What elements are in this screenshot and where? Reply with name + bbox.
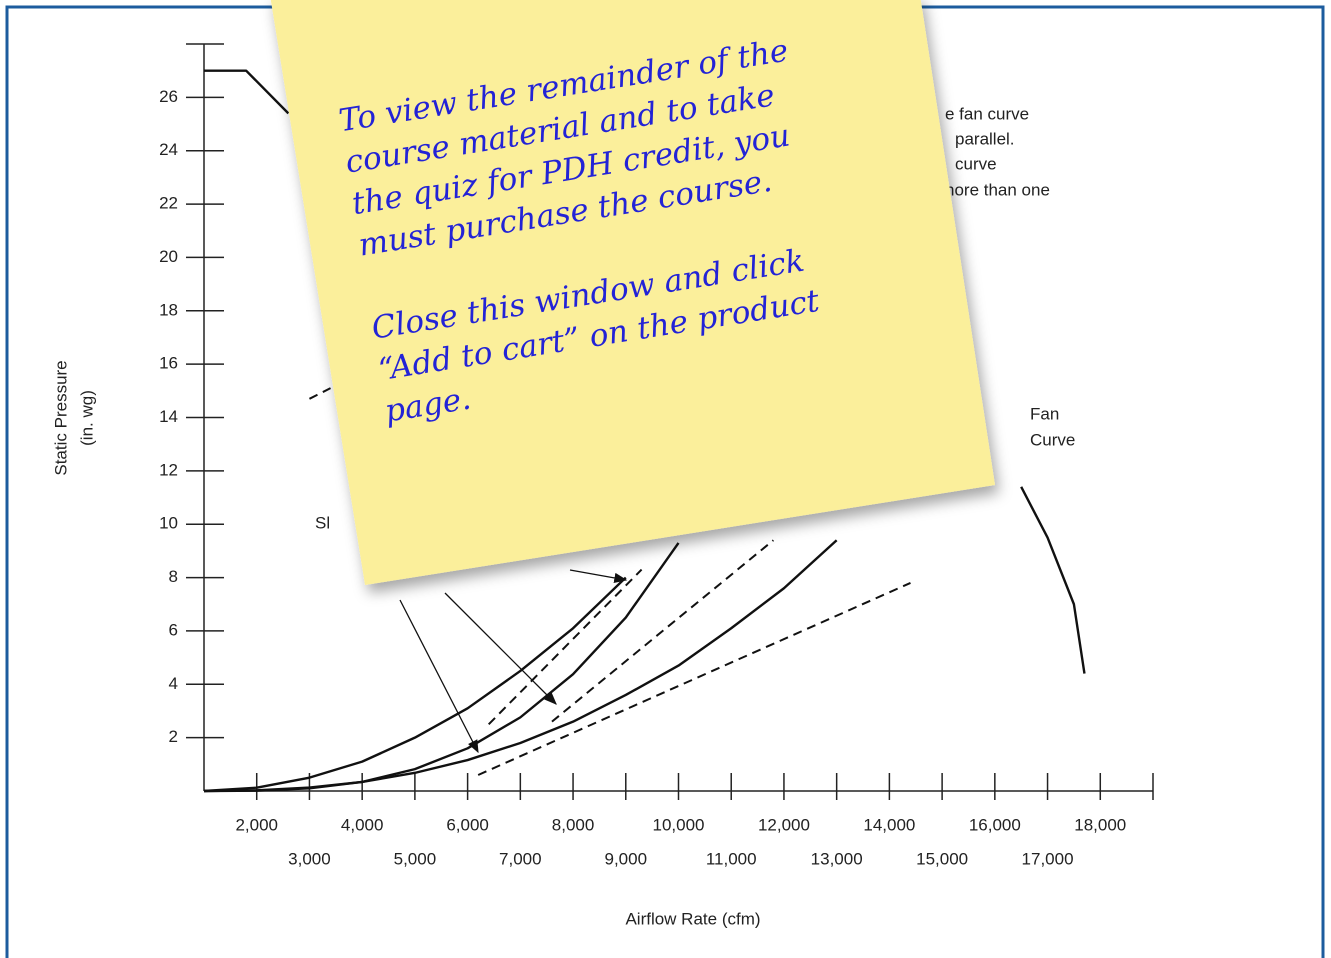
sticky-note: To view the remainder of thecourse mater… (0, 0, 1331, 958)
page: Airflow Rate (cfm) Static Pressure (in. … (0, 0, 1331, 958)
